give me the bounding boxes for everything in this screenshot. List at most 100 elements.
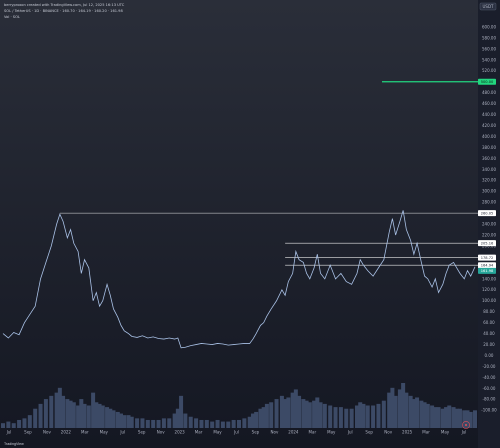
time-tick-label: 2025 [402, 430, 413, 435]
volume-bar [444, 407, 449, 428]
volume-bar [194, 418, 199, 428]
time-tick-label: Mar [195, 430, 203, 435]
volume-bar [161, 418, 166, 428]
volume-bar [82, 403, 87, 428]
volume-bar [242, 418, 247, 428]
volume-bar [76, 405, 81, 428]
price-line [2, 210, 476, 349]
price-tick-label: 440.00 [482, 112, 496, 117]
volume-bar [167, 418, 172, 428]
price-tick-label: 20.00 [483, 342, 495, 347]
level-labels: 260.05 205.16 178.72 164.94 500.00 161.98 [478, 78, 496, 274]
volume-bar [425, 403, 430, 428]
time-tick-label: May [327, 430, 336, 435]
volume-bar [269, 402, 274, 428]
currency-label: USDT [483, 4, 495, 9]
volume-bar [361, 403, 366, 428]
volume-bar [279, 395, 284, 428]
volume-bar [54, 392, 59, 428]
time-tick-label: Mar [309, 430, 317, 435]
time-axis-ticks: Jul Sep Nov 2022 Mar May Jul Sep Nov 2023 Mar May Ju… [6, 430, 467, 435]
price-tick-label: 540.00 [482, 57, 496, 62]
volume-bar [436, 407, 441, 428]
currency-badge[interactable] [479, 2, 497, 11]
volume-bar [57, 387, 62, 428]
volume-bar [68, 400, 73, 428]
volume-bar [422, 402, 427, 428]
price-tick-label: 560.00 [482, 46, 496, 51]
volume-bar [397, 389, 402, 428]
time-tick-label: Nov [157, 430, 165, 435]
volume-bar [122, 415, 127, 428]
price-tick-label: 40.00 [483, 331, 495, 336]
volume-bar [415, 397, 420, 428]
volume-bar [33, 408, 38, 428]
price-tick-label: -80.00 [483, 397, 496, 402]
time-tick-label: Nov [384, 430, 392, 435]
price-tick-label: 220.00 [482, 232, 496, 237]
volume-bar [430, 405, 435, 428]
volume-bar [419, 400, 424, 428]
volume-bar [94, 402, 99, 428]
volume-bar [11, 423, 16, 428]
volume-bar [293, 389, 298, 428]
volume-bar [322, 403, 327, 428]
volume-bar [274, 399, 279, 428]
price-tick-label: 420.00 [482, 123, 496, 128]
volume-bar [286, 397, 291, 428]
price-axis [478, 0, 500, 448]
time-tick-label: Nov [271, 430, 279, 435]
volume-bar [451, 407, 456, 428]
volume-bar [119, 413, 123, 428]
time-tick-label: 2024 [288, 430, 299, 435]
time-tick-label: Jul [233, 430, 239, 435]
volume-bar [387, 392, 392, 428]
volume-bar [179, 395, 184, 428]
time-tick-label: 2023 [175, 430, 186, 435]
volume-bar [408, 395, 413, 428]
time-tick-label: 2022 [61, 430, 72, 435]
price-tick-label: 400.00 [482, 134, 496, 139]
time-tick-label: Jul [119, 430, 125, 435]
target-label-bg [478, 78, 496, 85]
price-tick-label: 300.00 [482, 189, 496, 194]
volume-bar [401, 383, 406, 428]
volume-bar [79, 399, 84, 428]
volume-bar [65, 399, 70, 428]
price-tick-label: 380.00 [482, 145, 496, 150]
volume-bar [264, 403, 269, 428]
volume-bar [111, 410, 116, 428]
price-tick-label: 240.00 [482, 222, 496, 227]
price-tick-label: 100.00 [482, 298, 496, 303]
volume-bar [468, 411, 473, 428]
symbol-legend[interactable]: SOL / TetherUS · 1D · BINANCE · 160.70 ·… [4, 9, 123, 13]
volume-bar [86, 405, 91, 428]
level-label-bg [478, 262, 496, 269]
price-tick-label: -60.00 [483, 386, 496, 391]
volume-bar [393, 395, 398, 428]
volume-bar [215, 419, 220, 428]
volume-bar [355, 405, 359, 428]
volume-bar [440, 408, 445, 428]
time-tick-label: Mar [81, 430, 89, 435]
volume-bar [312, 400, 317, 428]
volume-bar [91, 392, 96, 428]
volume-legend[interactable]: Vol · SOL [4, 15, 20, 19]
volume-bar [43, 399, 48, 428]
settings-icon[interactable] [462, 421, 470, 429]
volume-bars [1, 383, 477, 428]
volume-bar [199, 419, 204, 428]
price-tick-label: 460.00 [482, 101, 496, 106]
volume-bar [145, 419, 150, 428]
time-tick-label: Sep [24, 430, 32, 435]
volume-bar [49, 395, 54, 428]
price-tick-label: 580.00 [482, 35, 496, 40]
level-label-bg [478, 254, 496, 261]
volume-bar [447, 405, 452, 428]
volume-bar [338, 407, 343, 428]
volume-bar [307, 402, 312, 428]
volume-bar [254, 411, 259, 428]
brand-logo: TradingView [4, 442, 24, 446]
price-tick-label: -20.00 [483, 364, 496, 369]
